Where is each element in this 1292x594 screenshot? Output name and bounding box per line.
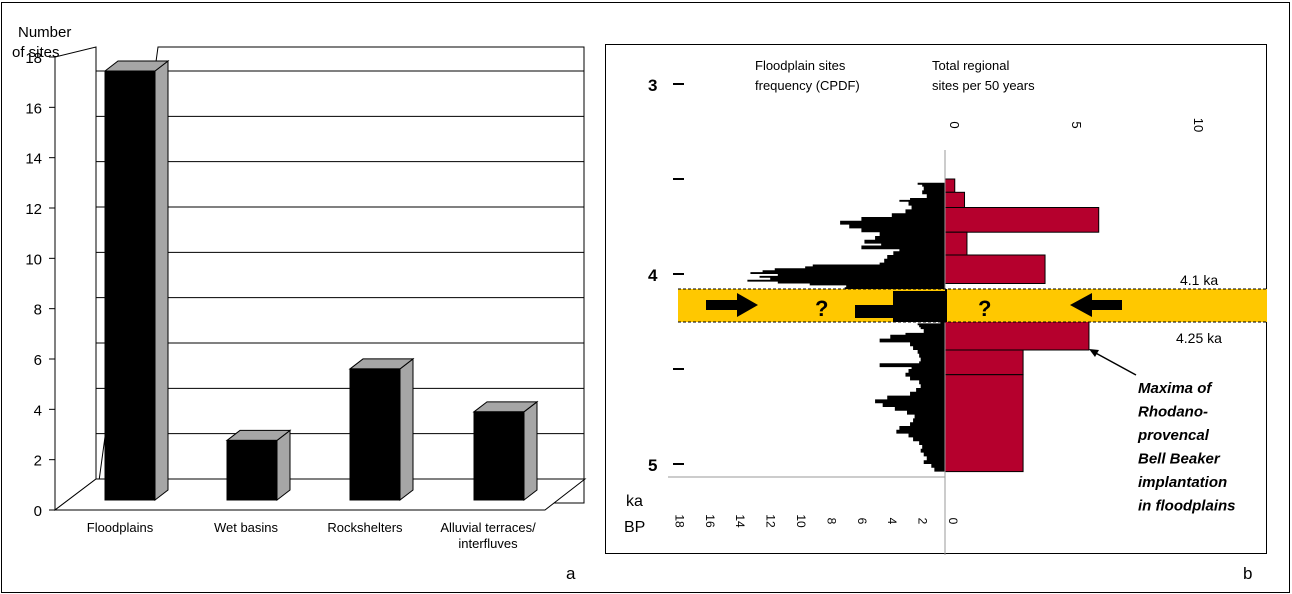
category-labels: Floodplains Wet basins Rockshelters Alluvia… [87,520,536,551]
cpdf-tick-label: 4 [885,518,899,525]
panel-a-bar-chart: 0 2 4 6 8 10 12 14 16 18 Floodplains Wet basins Roc… [12,24,587,583]
panel-b-letter: b [1243,564,1252,583]
question-mark-right: ? [978,296,991,321]
bar-side [523,400,538,502]
age-unit-line2: BP [624,519,645,536]
category-label: Alluvial terraces/ [440,520,536,535]
cpdf-title-line2: frequency (CPDF) [755,78,860,93]
y-axis-title-line1: Number [18,24,71,41]
regional-bar [944,254,1046,284]
annotation-line: implantation [1138,474,1227,491]
band-axis-marker [945,289,947,322]
y-tick-label: 14 [25,151,42,168]
cpdf-tick-label: 2 [916,518,930,525]
regional-bar [944,231,968,256]
regional-axis-ticks: 0 5 10 [947,118,1206,132]
question-mark-left: ? [815,296,828,321]
y-axis-ticks: 0 2 4 6 8 10 12 14 16 18 [25,50,55,520]
event-band-4.2ka: ? ? [678,288,1267,323]
regional-histogram [944,178,1100,473]
bar-front [104,70,156,501]
cpdf-histogram [747,182,945,472]
bar-side [154,59,169,502]
y-tick-label: 0 [34,503,42,520]
y-tick-label: 6 [34,352,42,369]
category-label: Rockshelters [327,520,403,535]
cpdf-tick-label: 16 [703,514,717,528]
regional-bar [944,349,1024,376]
annotation-leader-line [1091,350,1137,376]
bar-side [399,357,414,502]
category-label: interfluves [458,536,518,551]
annotation-arrowhead-icon [1089,349,1099,357]
cpdf-title-line1: Floodplain sites [755,58,846,73]
chart-side-wall [54,46,97,512]
y-tick-label: 12 [25,201,42,218]
bar-front [473,411,525,501]
event-top-label: 4.1 ka [1180,272,1218,288]
age-tick-label: 4 [648,266,658,285]
regional-bar [944,374,1024,473]
cpdf-tick-label: 8 [824,518,838,525]
age-tick-label: 3 [648,76,657,95]
regional-tick-label: 5 [1069,121,1084,128]
annotation-line: Bell Beaker [1138,451,1221,468]
annotation-text: Maxima of Rhodano-provencal Bell Beaker imp… [1137,380,1236,515]
y-tick-label: 4 [34,402,42,419]
y-tick-label: 18 [25,50,42,67]
y-tick-label: 16 [25,100,42,117]
cpdf-in-band [855,291,945,322]
age-tick-label: 5 [648,456,657,475]
cpdf-axis-ticks: 18 16 14 12 10 8 6 4 2 0 [672,514,960,528]
age-unit-line1: ka [626,493,643,510]
cpdf-tick-label: 6 [855,518,869,525]
regional-title-line1: Total regional [932,58,1009,73]
category-label: Wet basins [214,520,279,535]
bar-front [226,439,278,501]
regional-title-line2: sites per 50 years [932,78,1035,93]
cpdf-tick-label: 18 [672,514,686,528]
arrow-right-icon [706,293,758,317]
category-label: Floodplains [87,520,154,535]
annotation-line: provencal [1137,427,1210,444]
panel-b-chronology-chart: Floodplain sites frequency (CPDF) Total … [605,44,1267,583]
y-tick-label: 8 [34,302,42,319]
annotation-line: in floodplains [1138,498,1236,515]
regional-tick-label: 0 [947,121,962,128]
y-tick-label: 10 [25,251,42,268]
age-axis: 3 4 5 [648,76,684,475]
cpdf-tick-label: 12 [764,514,778,528]
chart-floor [53,478,587,511]
bar [348,357,415,502]
bar [472,400,539,502]
y-axis-title-line2: of sites [12,44,60,61]
cpdf-tick-label: 10 [794,514,808,528]
annotation-line: Maxima of [1138,380,1213,397]
regional-bar [944,191,966,209]
cpdf-tick-label: 14 [733,514,747,528]
regional-tick-label: 10 [1191,118,1206,132]
annotation-line: Rhodano- [1138,404,1208,421]
bar-front [349,368,401,501]
bar [225,429,292,502]
cpdf-tick-label: 0 [946,518,960,525]
bar [103,59,170,502]
bar-side [276,429,291,502]
regional-bar [944,207,1100,233]
arrow-left-icon [1070,293,1122,317]
panel-a-letter: a [566,564,576,583]
y-tick-label: 2 [34,453,42,470]
bars [103,59,539,502]
regional-bar [944,178,956,193]
event-bottom-label: 4.25 ka [1176,330,1222,346]
